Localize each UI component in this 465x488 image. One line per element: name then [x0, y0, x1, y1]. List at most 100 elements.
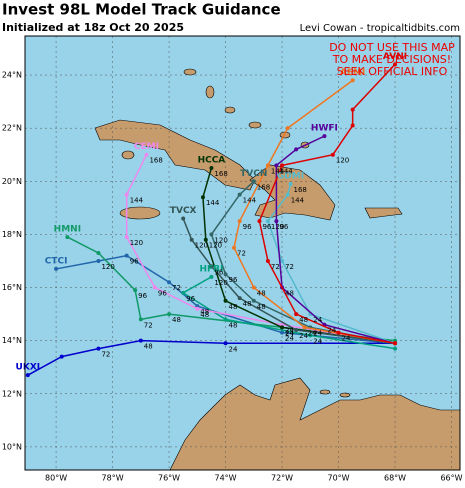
lat-tick-label: 22°N	[2, 124, 22, 133]
track-point	[237, 296, 242, 301]
hour-label: 168	[149, 157, 162, 165]
track-point	[232, 245, 237, 250]
track-name: TVCN	[240, 169, 267, 179]
hour-label: 48	[243, 300, 252, 308]
hour-label: 120	[214, 279, 227, 287]
track-point	[274, 163, 279, 168]
track-point	[393, 62, 398, 67]
track-point	[294, 328, 299, 333]
hour-label: 72	[285, 263, 294, 271]
track-name: HMNI	[54, 225, 81, 235]
track-point	[209, 264, 214, 269]
lon-tick-label: 74°W	[215, 474, 237, 483]
track-point	[294, 312, 299, 317]
track-point	[251, 179, 256, 184]
track-point	[237, 192, 242, 197]
track-point	[336, 330, 341, 335]
warning: DO NOT USE THIS MAP	[329, 41, 455, 54]
track-point	[124, 192, 129, 197]
lat-tick-label: 20°N	[2, 177, 22, 186]
hour-label: 24	[299, 332, 308, 340]
track-point	[280, 163, 285, 168]
track-point	[223, 317, 228, 322]
track-point	[223, 272, 228, 277]
hour-label: 48	[285, 290, 294, 298]
hour-label: 48	[229, 303, 238, 311]
track-point	[209, 166, 214, 171]
hour-label: 168	[294, 186, 307, 194]
hour-label: 120	[209, 242, 222, 250]
hour-label: 96	[243, 223, 252, 231]
frame	[24, 35, 461, 471]
hour-label: 72	[144, 321, 153, 329]
track-name: CTCI	[45, 256, 68, 266]
track-point	[167, 280, 172, 285]
track-name: HFBI	[199, 264, 223, 274]
track-line	[233, 79, 396, 345]
track-point	[181, 216, 186, 221]
track-point	[152, 285, 157, 290]
lat-tick-label: 16°N	[2, 283, 22, 292]
lat-tick-label: 24°N	[2, 71, 22, 80]
track-point	[350, 78, 355, 83]
hour-label: 120	[195, 242, 208, 250]
track-line	[27, 339, 396, 376]
hour-label: 24	[285, 329, 294, 337]
track-point	[189, 237, 194, 242]
track-point	[181, 290, 186, 295]
track-point	[280, 258, 285, 263]
track-point	[280, 330, 285, 335]
hour-label: 24	[313, 329, 322, 337]
hour-label: 168	[257, 183, 270, 191]
land	[94, 68, 460, 470]
lon-tick-label: 66°W	[440, 474, 462, 483]
track-point	[209, 232, 214, 237]
track-point	[280, 325, 285, 330]
track-point	[195, 306, 200, 311]
hour-label: 96	[229, 276, 238, 284]
track-point	[350, 107, 355, 112]
hour-label: 48	[257, 290, 266, 298]
hour-label: 96	[279, 223, 288, 231]
hour-label: 72	[237, 250, 246, 258]
hour-label: 24	[313, 316, 322, 324]
hour-label: 24	[229, 345, 238, 353]
lat-tick-label: 10°N	[2, 442, 22, 451]
hour-label: 120	[101, 263, 114, 271]
track-name: AVNI	[383, 52, 407, 62]
warning: SEEK OFFICIAL INFO	[337, 65, 448, 78]
hour-label: 24	[342, 335, 351, 343]
track-point	[96, 251, 101, 255]
track-point	[167, 312, 172, 317]
track-point	[54, 266, 59, 271]
hour-label: 48	[257, 303, 266, 311]
hour-label: 24	[285, 335, 294, 343]
track-name: UKXI	[16, 363, 41, 373]
hour-label: 96	[214, 268, 223, 276]
track-point	[223, 341, 228, 346]
credit: Levi Cowan - tropicaltidbits.com	[300, 23, 460, 34]
track-point	[350, 123, 355, 128]
track-point	[251, 285, 256, 290]
track-name: TVCX	[170, 206, 197, 216]
track-name: HCCA	[198, 156, 226, 166]
track-line	[258, 63, 396, 345]
track-point	[265, 258, 270, 263]
track-name: AEMI	[340, 68, 365, 78]
track-line	[182, 218, 396, 345]
lon-tick-label: 70°W	[327, 474, 349, 483]
hour-label: 96	[262, 223, 271, 231]
track-point	[96, 258, 101, 263]
track-point	[133, 288, 138, 293]
track-point	[124, 235, 129, 240]
track-point	[209, 274, 214, 279]
warning: TO MAKE DECISIONS!	[332, 53, 451, 66]
lon-tick-label: 72°W	[271, 474, 293, 483]
hour-label: 144	[243, 197, 257, 205]
lat-tick-label: 18°N	[2, 230, 22, 239]
track-point	[274, 219, 279, 224]
hour-label: 96	[138, 292, 147, 300]
lat-tick-label: 12°N	[2, 389, 22, 398]
track-point	[302, 325, 307, 330]
track-point	[223, 298, 228, 303]
